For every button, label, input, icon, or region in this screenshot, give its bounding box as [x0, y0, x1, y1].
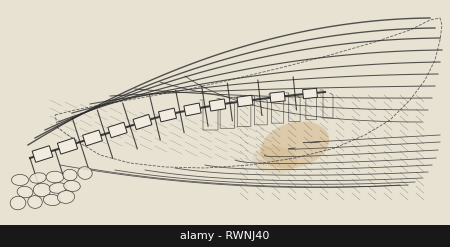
Ellipse shape	[64, 180, 80, 192]
Ellipse shape	[47, 170, 63, 184]
Bar	[0, 225, 450, 247]
Polygon shape	[184, 103, 201, 116]
Ellipse shape	[10, 196, 26, 210]
Polygon shape	[270, 92, 285, 103]
Ellipse shape	[26, 196, 44, 208]
Polygon shape	[83, 130, 103, 146]
Ellipse shape	[43, 194, 61, 206]
Ellipse shape	[31, 171, 45, 185]
Polygon shape	[108, 122, 127, 138]
Polygon shape	[58, 138, 77, 154]
Polygon shape	[302, 88, 317, 99]
Polygon shape	[209, 99, 226, 111]
Ellipse shape	[11, 175, 29, 185]
Polygon shape	[32, 146, 53, 162]
Ellipse shape	[51, 182, 65, 194]
Ellipse shape	[77, 167, 93, 179]
Polygon shape	[158, 108, 176, 122]
Polygon shape	[237, 95, 253, 107]
Ellipse shape	[261, 122, 329, 168]
Ellipse shape	[252, 146, 297, 174]
Ellipse shape	[58, 191, 74, 203]
Ellipse shape	[18, 185, 33, 199]
Polygon shape	[133, 114, 152, 130]
Text: alamy - RWNJ40: alamy - RWNJ40	[180, 231, 270, 241]
Ellipse shape	[63, 169, 77, 181]
Ellipse shape	[34, 183, 50, 197]
